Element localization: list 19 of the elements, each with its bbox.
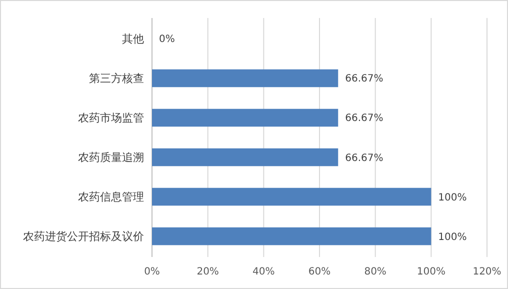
data-label: 66.67% [345, 74, 384, 85]
x-tick-label: 0% [144, 266, 160, 278]
x-tick-label: 120% [472, 266, 502, 278]
y-tick-label: 农药市场监管 [78, 112, 144, 125]
x-tick-label: 40% [252, 266, 275, 278]
data-label: 66.67% [345, 113, 384, 124]
x-tick-label: 20% [196, 266, 219, 278]
y-tick-label: 农药信息管理 [78, 190, 144, 204]
y-tick-label: 农药进货公开招标及议价 [23, 230, 144, 244]
data-label: 100% [438, 192, 467, 204]
x-tick-label: 100% [416, 266, 446, 278]
x-tick-label: 80% [364, 266, 386, 278]
y-tick-label: 农药质量追溯 [78, 151, 144, 164]
data-label: 100% [438, 232, 467, 243]
y-tick-label: 第三方核查 [89, 72, 144, 86]
y-tick-label: 其他 [122, 32, 144, 46]
data-label: 66.67% [345, 152, 384, 164]
data-label: 0% [159, 34, 175, 46]
x-tick-label: 60% [308, 266, 331, 278]
